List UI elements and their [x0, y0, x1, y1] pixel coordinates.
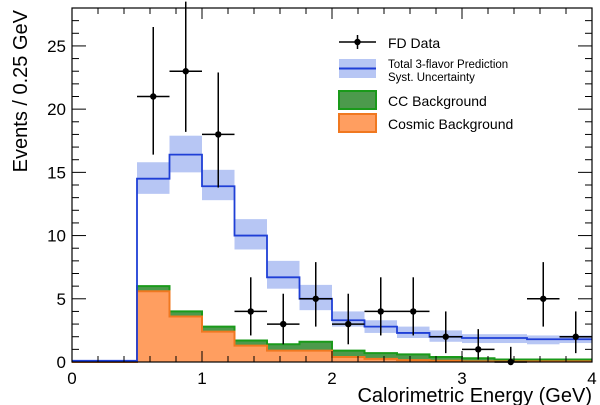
- cosmic-background-bin: [299, 350, 332, 362]
- data-marker: [345, 320, 352, 328]
- data-marker: [377, 308, 384, 315]
- fd-data-point: [397, 277, 430, 336]
- fd-data-point: [462, 329, 495, 360]
- fd-data-point: [527, 262, 560, 327]
- legend-item-cc-background: CC Background: [338, 90, 487, 110]
- cosmic-background-bin: [202, 331, 235, 362]
- data-marker: [312, 295, 319, 302]
- legend-label-cosmic-background: Cosmic Background: [388, 116, 513, 132]
- data-marker: [540, 295, 547, 302]
- legend-swatch-cosmic-background: [338, 113, 377, 133]
- x-tick-label: 4: [587, 369, 596, 388]
- y-tick-label: 25: [47, 37, 66, 56]
- fd-data-point: [559, 311, 592, 354]
- x-tick-label: 0: [67, 369, 76, 388]
- x-tick-label: 1: [197, 369, 206, 388]
- y-tick-label: 5: [57, 290, 66, 309]
- syst-band-bin: [267, 260, 300, 289]
- data-marker: [215, 131, 222, 138]
- fd-data-point: [202, 72, 235, 188]
- legend-item-cosmic-background: Cosmic Background: [338, 113, 513, 133]
- y-ticks: 0 5 10 15 20 25: [47, 7, 592, 372]
- y-tick-label: 0: [57, 353, 66, 372]
- x-tick-label: 3: [457, 369, 466, 388]
- axes: 0 1 2 3 4 0 5 10 15 20 25 Calorimetric Energy (Ge…: [10, 7, 597, 405]
- legend-item-fd-data: FD Data: [339, 35, 440, 51]
- legend: FD Data Total 3-flavor Prediction Syst. …: [338, 35, 513, 133]
- y-axis-title: Events / 0.25 GeV: [10, 9, 32, 172]
- x-axis-title: Calorimetric Energy (GeV): [357, 385, 592, 405]
- fd-data-point: [137, 26, 170, 155]
- cosmic-background-bin: [332, 356, 365, 362]
- cc-background-bin: [462, 358, 495, 362]
- cc-background-bin: [364, 353, 397, 362]
- cc-background-bin: [397, 354, 430, 362]
- data-marker: [410, 308, 417, 315]
- plot-area: [72, 1, 592, 366]
- y-tick-label: 10: [47, 227, 66, 246]
- data-marker: [442, 333, 449, 340]
- x-ticks: 0 1 2 3 4: [67, 8, 597, 388]
- y-tick-label: 15: [47, 163, 66, 182]
- fd-data-point: [234, 277, 267, 336]
- cosmic-background-bin: [137, 291, 170, 362]
- fd-data-point: [364, 277, 397, 336]
- data-marker: [182, 68, 189, 75]
- data-marker: [475, 346, 482, 353]
- fd-data-point: [429, 311, 462, 354]
- cosmic-background-bin: [169, 316, 202, 362]
- fd-data-point: [299, 262, 332, 327]
- data-marker: [150, 93, 157, 100]
- legend-marker-fd-data: [354, 38, 361, 46]
- data-marker: [247, 308, 254, 315]
- data-marker: [280, 320, 287, 328]
- cosmic-background-bin: [267, 350, 300, 362]
- legend-label-fd-data: FD Data: [388, 35, 440, 51]
- legend-label-cc-background: CC Background: [388, 93, 487, 109]
- data-marker: [572, 333, 579, 340]
- cosmic-background-bin: [364, 358, 397, 362]
- cosmic-background-bin: [234, 345, 267, 362]
- legend-label-syst-uncertainty: Syst. Uncertainty: [388, 72, 475, 84]
- legend-label-prediction: Total 3-flavor Prediction: [388, 59, 508, 71]
- y-tick-label: 20: [47, 100, 66, 119]
- legend-swatch-cc-background: [338, 90, 377, 110]
- cc-background-bin: [429, 356, 462, 362]
- syst-band-bin: [234, 219, 267, 250]
- fd-data-point: [332, 293, 365, 345]
- x-tick-label: 2: [327, 369, 336, 388]
- legend-item-prediction: Total 3-flavor Prediction Syst. Uncertai…: [339, 59, 508, 84]
- fd-data-point: [169, 1, 202, 132]
- fd-data-point: [267, 293, 300, 345]
